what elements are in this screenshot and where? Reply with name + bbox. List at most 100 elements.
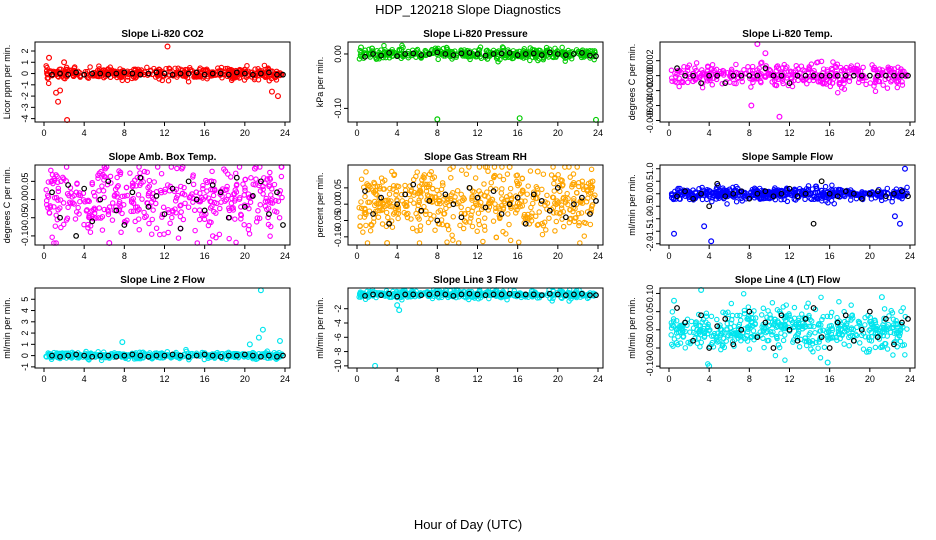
data-point <box>376 183 383 190</box>
reference-point <box>241 351 248 358</box>
data-point <box>460 194 466 201</box>
data-point <box>589 178 596 185</box>
data-point <box>151 65 157 72</box>
data-point <box>513 293 520 300</box>
data-point <box>551 175 558 182</box>
data-point <box>714 316 720 323</box>
data-point <box>265 66 271 72</box>
reference-point <box>153 352 160 359</box>
data-point <box>884 346 891 352</box>
x-tick-label: 24 <box>280 251 290 261</box>
data-point <box>530 288 536 294</box>
data-point <box>576 179 582 186</box>
data-point <box>221 70 228 76</box>
data-point <box>190 174 196 180</box>
reference-point <box>674 305 680 311</box>
data-point <box>750 79 756 86</box>
data-point <box>265 214 271 221</box>
data-point <box>808 196 815 203</box>
data-point <box>402 182 408 189</box>
reference-point <box>546 49 553 56</box>
reference-point <box>426 51 433 57</box>
x-tick-label: 16 <box>200 128 210 138</box>
data-point <box>442 53 449 59</box>
data-point <box>895 64 901 71</box>
reference-point <box>217 70 224 77</box>
data-point <box>50 180 56 187</box>
reference-point <box>105 71 112 78</box>
data-point <box>457 222 463 229</box>
x-tick-label: 20 <box>553 251 563 261</box>
reference-point <box>185 178 192 185</box>
data-point <box>695 335 702 341</box>
reference-point <box>690 337 696 344</box>
reference-point <box>394 293 401 300</box>
reference-point <box>121 69 128 76</box>
data-point <box>527 168 534 174</box>
reference-point <box>786 80 793 87</box>
data-point <box>489 196 496 203</box>
data-point <box>668 320 675 326</box>
data-point <box>674 326 680 332</box>
data-point <box>745 64 751 70</box>
data-point <box>865 334 872 341</box>
data-point <box>560 208 567 215</box>
reference-point <box>193 196 200 203</box>
data-point <box>476 50 482 56</box>
reference-point <box>129 70 136 77</box>
data-point <box>894 84 901 91</box>
data-point <box>808 318 815 324</box>
data-point <box>207 71 213 77</box>
data-point <box>186 356 192 363</box>
reference-point <box>690 72 696 79</box>
data-point <box>55 207 61 213</box>
data-point <box>575 210 582 217</box>
data-point <box>43 201 50 208</box>
data-point <box>817 355 824 361</box>
data-point <box>805 66 812 73</box>
reference-point <box>571 291 577 298</box>
data-point <box>688 190 694 196</box>
reference-point <box>514 292 521 299</box>
data-point <box>272 197 279 204</box>
data-point <box>552 228 558 234</box>
reference-point <box>378 292 385 299</box>
data-point <box>507 291 514 298</box>
data-point <box>387 203 393 209</box>
data-point <box>87 64 93 70</box>
data-point <box>96 63 102 69</box>
data-point <box>178 202 184 208</box>
reference-point <box>201 351 208 358</box>
data-point <box>55 188 62 195</box>
data-point <box>674 79 680 86</box>
data-point <box>679 323 686 330</box>
reference-point <box>818 334 825 340</box>
data-point <box>164 182 171 188</box>
reference-point <box>225 352 232 359</box>
data-point <box>370 219 377 225</box>
data-point <box>467 53 474 59</box>
data-point <box>680 334 687 340</box>
data-point <box>439 180 446 186</box>
data-point <box>549 291 556 297</box>
data-point <box>128 208 134 215</box>
data-point <box>549 298 555 304</box>
data-point <box>482 193 488 199</box>
reference-point <box>482 204 489 211</box>
reference-point <box>249 71 256 78</box>
data-point <box>525 183 531 189</box>
data-point <box>141 209 147 216</box>
data-point <box>399 297 405 303</box>
data-point <box>225 171 231 177</box>
data-point <box>719 343 726 349</box>
data-point <box>493 205 499 212</box>
x-tick-label: 0 <box>41 374 46 384</box>
reference-point <box>730 341 737 348</box>
plot-title: Slope Amb. Box Temp. <box>109 152 217 163</box>
reference-point <box>426 198 433 204</box>
data-point <box>223 197 230 203</box>
data-point <box>488 179 495 186</box>
data-point <box>118 229 124 236</box>
data-point <box>461 210 468 217</box>
data-point <box>119 193 126 200</box>
